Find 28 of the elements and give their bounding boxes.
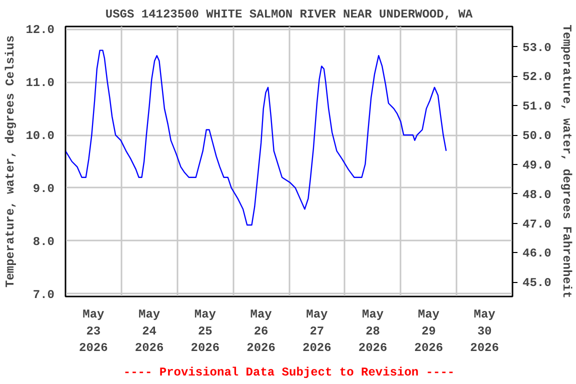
y2-tick-label: 47.0 [522, 217, 552, 232]
x-tick-label: May 30 2026 [470, 308, 499, 356]
y2-tick-label: 49.0 [522, 158, 552, 172]
y2-axis-title: Temperature, water, degrees Fahrenheit [559, 24, 574, 298]
x-tick-label: May 28 2026 [358, 308, 388, 356]
x-tick-label: May 25 2026 [190, 308, 220, 356]
y2-tick-label: 45.0 [522, 276, 552, 290]
y-tick-label: 8.0 [32, 234, 55, 249]
x-tick-label: May 27 2026 [302, 308, 332, 356]
y-axis-title: Temperature, water, degrees Celsius [4, 35, 18, 288]
x-tick-label: May 26 2026 [246, 308, 276, 356]
line-series [66, 50, 447, 226]
x-tick-label: May 24 2026 [134, 308, 164, 356]
chart-title: USGS 14123500 WHITE SALMON RIVER NEAR UNDERWOOD, WA [105, 8, 474, 22]
y2-tick-label: 52.0 [522, 70, 552, 84]
y2-tick-label: 53.0 [522, 40, 552, 55]
x-tick-label: May 29 2026 [414, 308, 444, 356]
x-tick-label: May 23 2026 [79, 308, 108, 356]
y-tick-label: 11.0 [26, 76, 55, 90]
y-tick-label: 12.0 [26, 23, 55, 38]
y2-tick-label: 48.0 [522, 188, 552, 202]
y-tick-label: 7.0 [32, 288, 55, 302]
y2-tick-label: 50.0 [522, 129, 552, 144]
y-tick-label: 10.0 [26, 129, 55, 144]
y2-tick-label: 46.0 [522, 246, 552, 261]
y2-tick-label: 51.0 [522, 100, 552, 114]
y-tick-label: 9.0 [32, 182, 55, 196]
text: ---- Provisional Data Subject to Revision ---- [123, 366, 455, 380]
